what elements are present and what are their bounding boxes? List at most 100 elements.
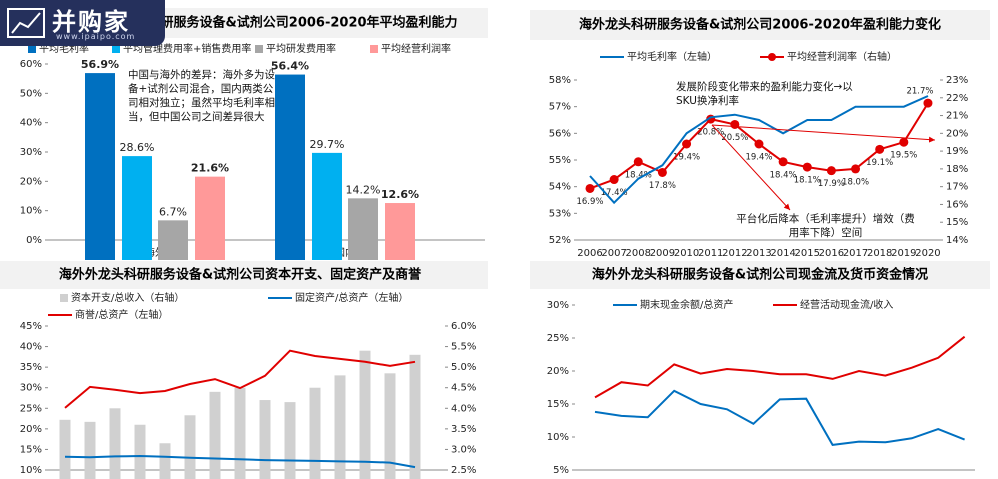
y2-tick-label: 3.0% <box>451 444 476 455</box>
y-tick-label: 10% <box>20 465 42 476</box>
bar <box>309 387 321 479</box>
y-tick-label: 15% <box>20 444 42 455</box>
legend-label: 期末现金余额/总资产 <box>640 298 733 311</box>
x-tick-label: 2011 <box>698 248 723 259</box>
y-tick-label: 57% <box>549 102 571 113</box>
x-tick-label: 2007 <box>601 248 626 259</box>
value-label: 56.9% <box>81 58 119 71</box>
bar <box>359 350 371 479</box>
y-tick-label: 30% <box>20 383 42 394</box>
y2-tick-label: 22% <box>946 93 968 104</box>
legend-label: 平均经营利润率 <box>381 42 451 55</box>
x-tick-label: 2009 <box>650 248 675 259</box>
value-label: 17.9% <box>818 179 845 189</box>
bar <box>59 419 71 479</box>
arrow <box>711 124 791 211</box>
y-tick-label: 10% <box>547 432 569 443</box>
value-label: 17.4% <box>601 188 628 198</box>
y-tick-label: 53% <box>549 208 571 219</box>
value-label: 21.6% <box>191 162 229 175</box>
y-tick-label: 20% <box>547 366 569 377</box>
chart-title: 海外外龙头科研服务设备&试剂公司资本开支、固定资产及商誉 <box>59 267 422 283</box>
y-tick-label: 15% <box>547 399 569 410</box>
y2-tick-label: 20% <box>946 128 968 139</box>
x-tick-label: 2015 <box>795 248 820 259</box>
line <box>594 389 965 446</box>
bar <box>284 402 296 479</box>
x-tick-label: 2020 <box>915 248 940 259</box>
title-bg <box>530 261 990 289</box>
y2-tick-label: 14% <box>946 235 968 246</box>
bar <box>122 156 152 260</box>
y2-tick-label: 21% <box>946 111 968 122</box>
bar <box>409 354 421 479</box>
y-tick-label: 25% <box>20 403 42 414</box>
annotation: 发展阶段变化带来的盈利能力变化→以SKU换净利率 <box>676 81 853 107</box>
value-label: 16.9% <box>576 197 603 207</box>
y-tick-label: 54% <box>549 182 571 193</box>
value-label: 19.5% <box>890 151 917 161</box>
y-tick-label: 30% <box>547 300 569 311</box>
chart-title: 海外外龙头科研服务设备&试剂公司现金流及货币资金情况 <box>592 267 928 283</box>
x-tick-label: 2016 <box>819 248 844 259</box>
x-tick-label: 2018 <box>867 248 892 259</box>
chart-title: 海外龙头科研服务设备&试剂公司2006-2020年盈利能力变化 <box>579 17 941 33</box>
bar <box>348 198 378 260</box>
x-tick-label: 2019 <box>891 248 916 259</box>
y-tick-label: 58% <box>549 75 571 86</box>
value-label: 20.5% <box>721 133 748 143</box>
arrow <box>711 124 936 143</box>
x-tick-label: 2013 <box>746 248 771 259</box>
value-label: 6.7% <box>159 205 187 218</box>
bar <box>184 415 196 479</box>
legend-swatch <box>28 45 36 53</box>
logo-icon <box>7 8 45 38</box>
bar <box>159 443 171 479</box>
y-tick-label: 56% <box>549 128 571 139</box>
legend-label: 固定资产/总资产（左轴） <box>295 291 408 304</box>
value-label: 19.4% <box>745 153 772 163</box>
chart-title: 海外外龙头科研服务设备&试剂公司2006-2020年平均盈利能力 <box>82 15 457 31</box>
x-tick-label: 2008 <box>626 248 651 259</box>
y-tick-label: 0% <box>26 235 42 246</box>
y2-tick-label: 2.5% <box>451 465 476 476</box>
y2-tick-label: 5.5% <box>451 342 476 353</box>
bar <box>85 73 115 261</box>
y-tick-label: 45% <box>20 321 42 332</box>
bar <box>385 203 415 260</box>
value-label: 21.7% <box>906 87 933 97</box>
value-label: 18.4% <box>770 170 797 180</box>
legend-label: 经营活动现金流/收入 <box>800 298 893 311</box>
line <box>589 102 929 190</box>
watermark: 并购家 www.ipaipo.com <box>0 0 165 46</box>
value-label: 18.1% <box>794 176 821 186</box>
y2-tick-label: 16% <box>946 199 968 210</box>
y2-tick-label: 5.0% <box>451 362 476 373</box>
bar <box>109 408 121 479</box>
value-label: 19.4% <box>673 153 700 163</box>
y-tick-label: 25% <box>547 333 569 344</box>
bar <box>334 375 346 479</box>
value-label: 28.6% <box>120 141 155 154</box>
bar <box>384 373 396 479</box>
value-label: 18.0% <box>842 177 869 187</box>
line <box>589 95 929 205</box>
legend-label: 商誉/总资产（左轴） <box>75 308 168 321</box>
y-tick-label: 35% <box>20 362 42 373</box>
y2-tick-label: 23% <box>946 75 968 86</box>
y-tick-label: 50% <box>20 88 42 99</box>
bar <box>312 152 342 260</box>
value-label: 29.7% <box>310 138 345 151</box>
line <box>64 349 416 409</box>
value-label: 56.4% <box>271 60 309 73</box>
bar <box>209 391 221 479</box>
y-tick-label: 20% <box>20 424 42 435</box>
y-tick-label: 60% <box>20 59 42 70</box>
legend-swatch <box>112 45 120 53</box>
legend-marker <box>768 53 776 61</box>
y-tick-label: 52% <box>549 235 571 246</box>
bar <box>195 176 225 260</box>
legend-label: 平均经营利润率（右轴） <box>787 50 897 63</box>
y2-tick-label: 4.5% <box>451 383 476 394</box>
